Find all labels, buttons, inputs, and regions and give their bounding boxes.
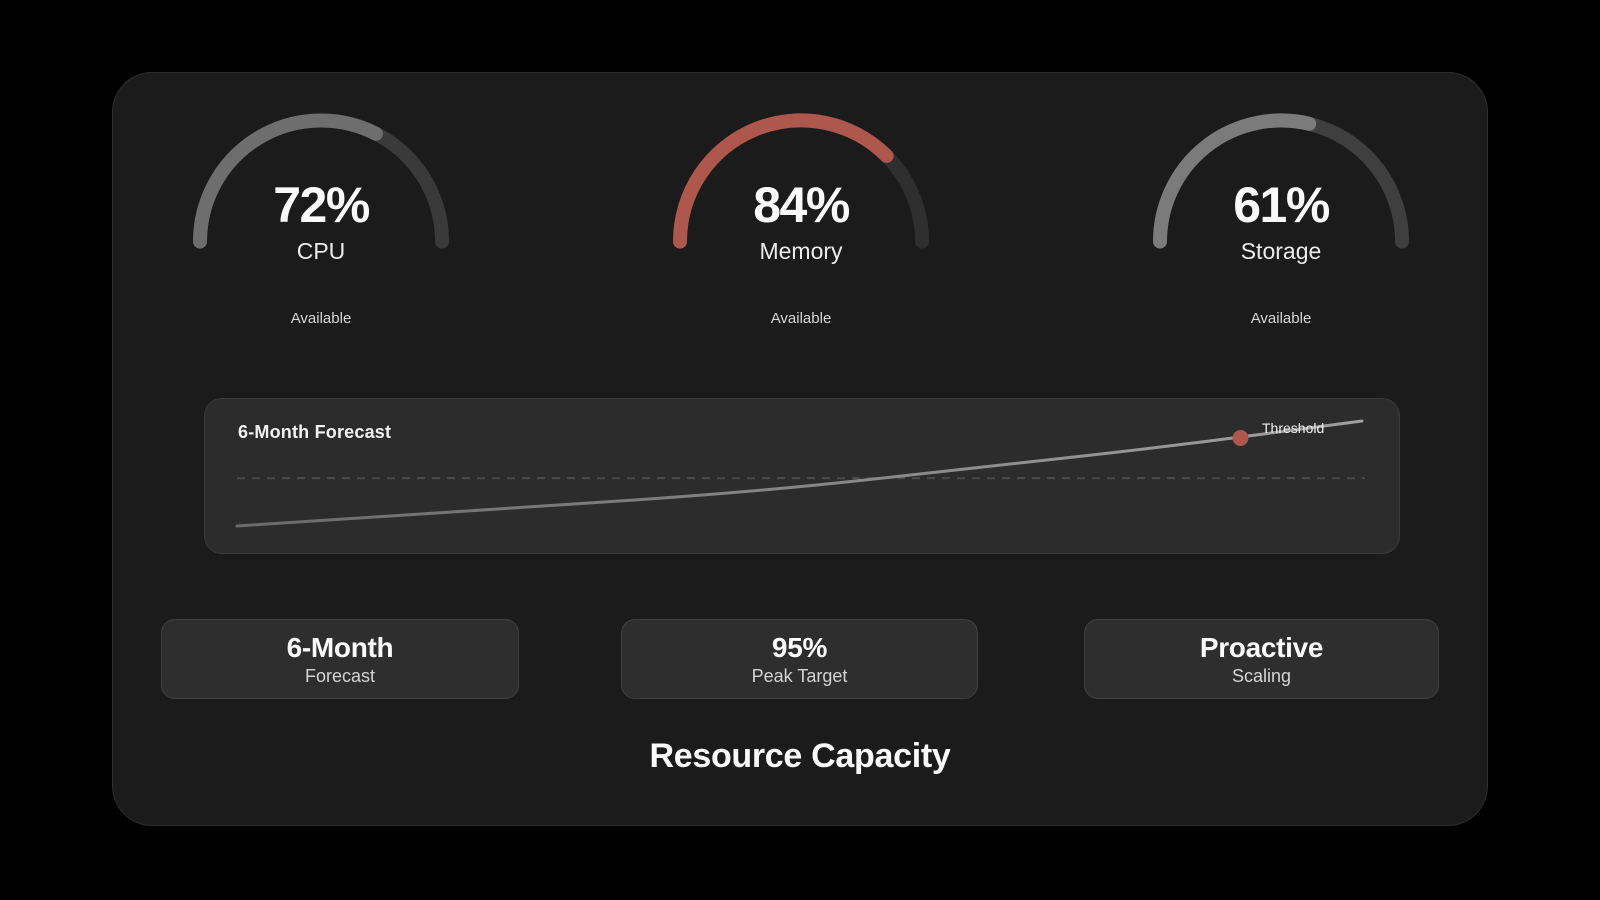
gauge-fill-arc	[193, 113, 383, 249]
stat-chip-peak-target: 95% Peak Target	[621, 619, 978, 699]
stat-chip-forecast: 6-Month Forecast	[161, 619, 519, 699]
gauge-label: CPU	[296, 238, 346, 264]
gauge-fill-arc	[1153, 113, 1317, 249]
gauge-value: 72%	[273, 177, 370, 233]
forecast-panel: 6-Month Forecast Threshold	[204, 398, 1400, 554]
stat-title: Proactive	[1199, 631, 1324, 663]
gauge-memory-arc	[673, 113, 929, 249]
gauge-label: Storage	[1240, 238, 1322, 264]
gauge-storage-arc	[1153, 113, 1409, 249]
gauge-value: 84%	[753, 177, 850, 233]
gauge-storage: 61% Storage Available	[1121, 113, 1441, 343]
gauge-status: Available	[1250, 310, 1312, 327]
gauge-memory: 84% Memory Available	[641, 113, 961, 343]
stat-title: 6-Month	[286, 631, 394, 663]
gauge-label: Memory	[759, 238, 843, 264]
gauge-status: Available	[290, 310, 352, 327]
trend-line	[235, 419, 1364, 528]
stat-subtitle: Peak Target	[751, 665, 848, 686]
gauge-status: Available	[770, 310, 832, 327]
page-title: Resource Capacity	[649, 737, 951, 775]
gauge-value: 61%	[1233, 177, 1330, 233]
gauge-cpu-arc	[193, 113, 449, 249]
forecast-title: 6-Month Forecast	[238, 422, 392, 442]
threshold-label: Threshold	[1262, 420, 1325, 436]
gauge-fill-arc	[673, 113, 894, 249]
stat-subtitle: Forecast	[304, 665, 376, 686]
forecast-chart	[235, 419, 1365, 528]
resource-capacity-card: 72% CPU Available 84% Memory Available 6…	[112, 72, 1488, 826]
threshold-marker-dot	[1232, 430, 1249, 446]
stat-title: 95%	[771, 631, 828, 663]
stat-chip-scaling: Proactive Scaling	[1084, 619, 1439, 699]
gauge-cpu: 72% CPU Available	[161, 113, 481, 343]
stat-subtitle: Scaling	[1231, 665, 1292, 686]
